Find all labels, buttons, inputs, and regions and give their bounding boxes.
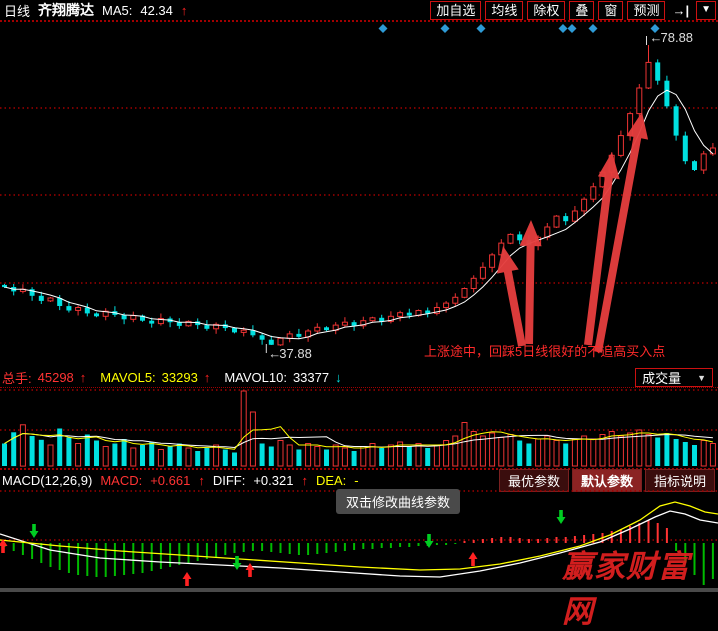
up-arrow-icon: ↑ <box>301 472 308 488</box>
total-hands-value: 45298 <box>37 370 74 385</box>
stock-name: 齐翔腾达 <box>38 2 95 18</box>
indicator-selector[interactable]: 成交量 ▼ <box>635 368 713 387</box>
ma5-value: 42.34 <box>140 2 173 18</box>
window-button[interactable]: 窗 <box>598 0 624 20</box>
toolbar: 加自选 均线 除权 叠 窗 预测 →| ▼ <box>430 0 718 20</box>
overlay-button[interactable]: 叠 <box>569 0 595 20</box>
dropdown-arrow-icon[interactable]: ▼ <box>696 0 716 20</box>
dea-value: - <box>354 472 359 488</box>
price-marker-low: ←37.88 <box>265 344 312 361</box>
mavol5-label: MAVOL5: <box>100 370 156 385</box>
default-params-button[interactable]: 默认参数 <box>571 468 642 492</box>
sell-signal-arrows <box>29 510 566 570</box>
left-arrow-icon: ← <box>268 346 281 361</box>
param-button-group: 最优参数 默认参数 指标说明 <box>498 468 715 492</box>
add-favorite-button[interactable]: 加自选 <box>430 0 482 20</box>
mavol10-line[interactable] <box>4 432 713 449</box>
volume-bars <box>2 390 716 467</box>
optimal-params-button[interactable]: 最优参数 <box>498 468 569 492</box>
buy-signal-arrows <box>0 539 478 586</box>
macd-label: MACD: <box>100 472 143 488</box>
macd-header: MACD(12,26,9) MACD: +0.661 ↑ DIFF: +0.32… <box>0 468 718 492</box>
left-arrow-icon: ← <box>650 30 663 45</box>
period-label[interactable]: 日线 <box>4 3 31 19</box>
candlestick-chart[interactable]: ←78.88←37.88 上涨途中，回踩5日线很好的不追高买入点 <box>0 22 718 368</box>
ma5-line[interactable] <box>4 89 714 340</box>
mavol10-value: 33377 <box>292 370 330 385</box>
chevron-down-icon: ▼ <box>697 372 706 383</box>
down-arrow-icon: ↓ <box>335 370 342 385</box>
macd-chart[interactable] <box>0 490 718 588</box>
event-diamond-markers[interactable] <box>378 24 660 33</box>
chart-header: 日线 齐翔腾达 MA5: 42.34 ↑ 加自选 均线 除权 叠 窗 预测 →|… <box>0 0 718 22</box>
tooltip-text: 双击修改曲线参数 <box>346 495 451 510</box>
price-marker-high: ←78.88 <box>646 30 694 45</box>
up-arrow-icon: ↑ <box>198 472 205 488</box>
mavol5-value: 33293 <box>161 370 198 385</box>
svg-text:78.88: 78.88 <box>661 30 694 45</box>
total-hands-label: 总手: <box>2 371 32 386</box>
dea-line[interactable] <box>0 501 718 571</box>
volume-chart[interactable] <box>0 389 718 468</box>
indicator-help-button[interactable]: 指标说明 <box>644 468 715 492</box>
volume-header: 总手: 45298 ↑ MAVOL5: 33293 ↑ MAVOL10: 333… <box>0 368 718 388</box>
up-arrow-icon: ↑ <box>203 370 211 385</box>
macd-formula: MACD(12,26,9) <box>2 472 93 488</box>
up-arrow-icon: ↑ <box>79 370 87 385</box>
diff-line[interactable] <box>0 510 718 578</box>
ma-lines-button[interactable]: 均线 <box>485 0 524 20</box>
site-watermark: 赢家财富网 <box>562 549 690 629</box>
ma5-label: MA5: <box>102 2 133 18</box>
diff-label: DIFF: <box>212 472 246 488</box>
dea-label: DEA: <box>315 472 347 488</box>
diff-value: +0.321 <box>253 472 294 488</box>
window-bottom-edge <box>0 588 718 592</box>
mavol5-line[interactable] <box>4 426 714 450</box>
svg-text:37.88: 37.88 <box>279 346 312 361</box>
gridlines <box>0 389 718 431</box>
tooltip: 双击修改曲线参数 <box>336 489 461 514</box>
buy-point-annotation: 上涨途中，回踩5日线很好的不追高买入点 <box>424 344 665 359</box>
macd-value: +0.661 <box>150 472 191 488</box>
forecast-button[interactable]: 预测 <box>627 0 666 20</box>
up-arrow-icon: ↑ <box>180 2 188 18</box>
indicator-selector-value: 成交量 <box>642 371 682 386</box>
ex-rights-button[interactable]: 除权 <box>527 0 566 20</box>
mavol10-label: MAVOL10: <box>224 370 287 385</box>
buy-annotation-arrows <box>497 112 649 353</box>
expand-right-icon[interactable]: →| <box>672 2 690 18</box>
